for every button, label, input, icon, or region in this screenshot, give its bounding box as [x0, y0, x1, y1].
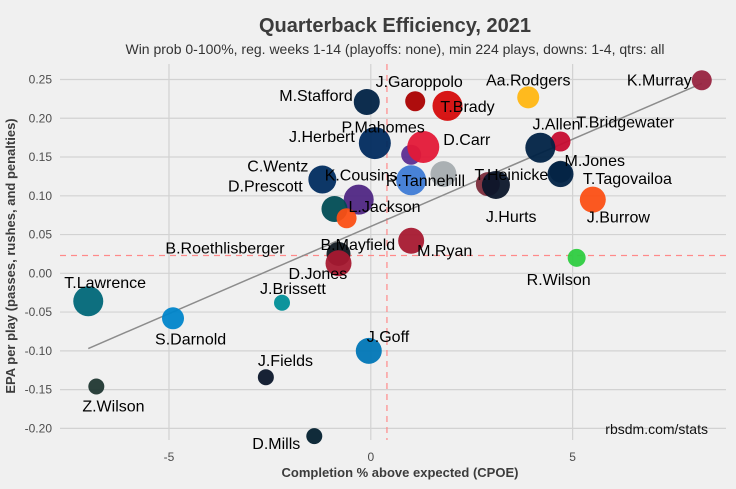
qb-label: B.Roethlisberger — [165, 240, 285, 257]
qb-point — [355, 337, 382, 364]
qb-label: B.Mayfield — [321, 237, 396, 254]
qb-point — [274, 294, 290, 311]
qb-label: C.Wentz — [247, 159, 308, 176]
qb-point — [396, 165, 427, 196]
qb-label: S.Darnold — [155, 331, 226, 348]
qb-point — [308, 165, 337, 194]
qb-label: D.Jones — [289, 266, 348, 283]
qb-label: L.Jackson — [348, 199, 420, 216]
qb-point — [336, 208, 357, 229]
x-axis-label: Completion % above expected (CPOE) — [282, 465, 519, 480]
source-caption: rbsdm.com/stats — [605, 421, 708, 437]
qb-point — [73, 286, 104, 317]
qb-label: J.Hurts — [486, 209, 537, 226]
x-tick-label: 0 — [367, 450, 374, 464]
plot-area: -0.20 -0.15 -0.10 -0.05 0.00 0.05 0.10 0.15 0.20… — [25, 64, 726, 464]
qb-label: J.Allen — [532, 117, 580, 134]
qb-label: J.Goff — [367, 329, 410, 346]
qb-label: T.Tagovailoa — [583, 171, 672, 188]
qb-label: D.Carr — [443, 132, 491, 149]
trend-line — [87, 82, 703, 350]
qb-point — [88, 378, 105, 395]
qb-point — [432, 90, 463, 121]
qb-label: J.Burrow — [587, 210, 651, 227]
qb-label: J.Brissett — [260, 281, 326, 298]
qb-point — [398, 227, 425, 254]
qb-point — [481, 170, 510, 199]
qb-point — [550, 131, 571, 152]
x-tick-label: 5 — [569, 450, 576, 464]
qb-label: T.Bridgewater — [576, 115, 674, 132]
qb-label: J.Garoppolo — [376, 74, 463, 91]
qb-label: J.Herbert — [289, 129, 355, 146]
y-tick-label: -0.05 — [25, 305, 53, 319]
qb-label: T.Heinicke — [475, 167, 549, 184]
y-tick-label: 0.15 — [29, 150, 53, 164]
qb-label: J.Fields — [258, 353, 313, 370]
qb-point — [343, 184, 374, 215]
qb-label: M.Ryan — [417, 243, 472, 260]
y-tick-label: -0.15 — [25, 383, 53, 397]
qb-label: Aa.Rodgers — [486, 72, 571, 89]
qb-label: D.Prescott — [228, 179, 303, 196]
qb-point — [306, 428, 323, 445]
qb-label: P.Mahomes — [342, 120, 425, 137]
qb-point — [525, 132, 556, 163]
y-tick-label: 0.10 — [29, 189, 53, 203]
y-axis-label: EPA per play (passes, rushes, and penalt… — [3, 118, 18, 393]
y-tick-label: 0.25 — [29, 73, 53, 87]
x-tick-label: -5 — [164, 450, 175, 464]
qb-point — [162, 307, 185, 330]
qb-point — [325, 250, 352, 277]
qb-point — [407, 130, 440, 163]
qb-point — [430, 161, 457, 188]
qb-point — [358, 127, 391, 160]
y-tick-label: -0.10 — [25, 344, 53, 358]
chart-subtitle: Win prob 0-100%, reg. weeks 1-14 (playof… — [125, 41, 664, 57]
qb-point — [353, 88, 380, 115]
qb-label: T.Lawrence — [64, 275, 146, 292]
chart-title: Quarterback Efficiency, 2021 — [259, 15, 531, 37]
qb-point — [567, 248, 586, 267]
qb-point — [405, 91, 426, 112]
qb-point — [691, 70, 712, 91]
qb-label: M.Jones — [565, 153, 625, 170]
qb-label: K.Cousins — [325, 167, 398, 184]
qb-label: T.Brady — [440, 99, 494, 116]
qb-point — [257, 369, 274, 386]
y-tick-label: 0.20 — [29, 111, 53, 125]
qb-label: K.Murray — [627, 72, 692, 89]
y-tick-label: 0.00 — [29, 266, 53, 280]
y-tick-label: -0.20 — [25, 421, 53, 435]
qb-point — [579, 186, 606, 213]
qb-label: D.Mills — [252, 436, 300, 453]
qb-label: Z.Wilson — [82, 399, 144, 416]
y-tick-label: 0.05 — [29, 228, 53, 242]
qb-label: R.Wilson — [527, 272, 591, 289]
qb-point — [517, 86, 540, 109]
qb-label: R.Tannehill — [386, 173, 465, 190]
qb-label: M.Stafford — [279, 88, 353, 105]
qb-point — [547, 161, 574, 188]
